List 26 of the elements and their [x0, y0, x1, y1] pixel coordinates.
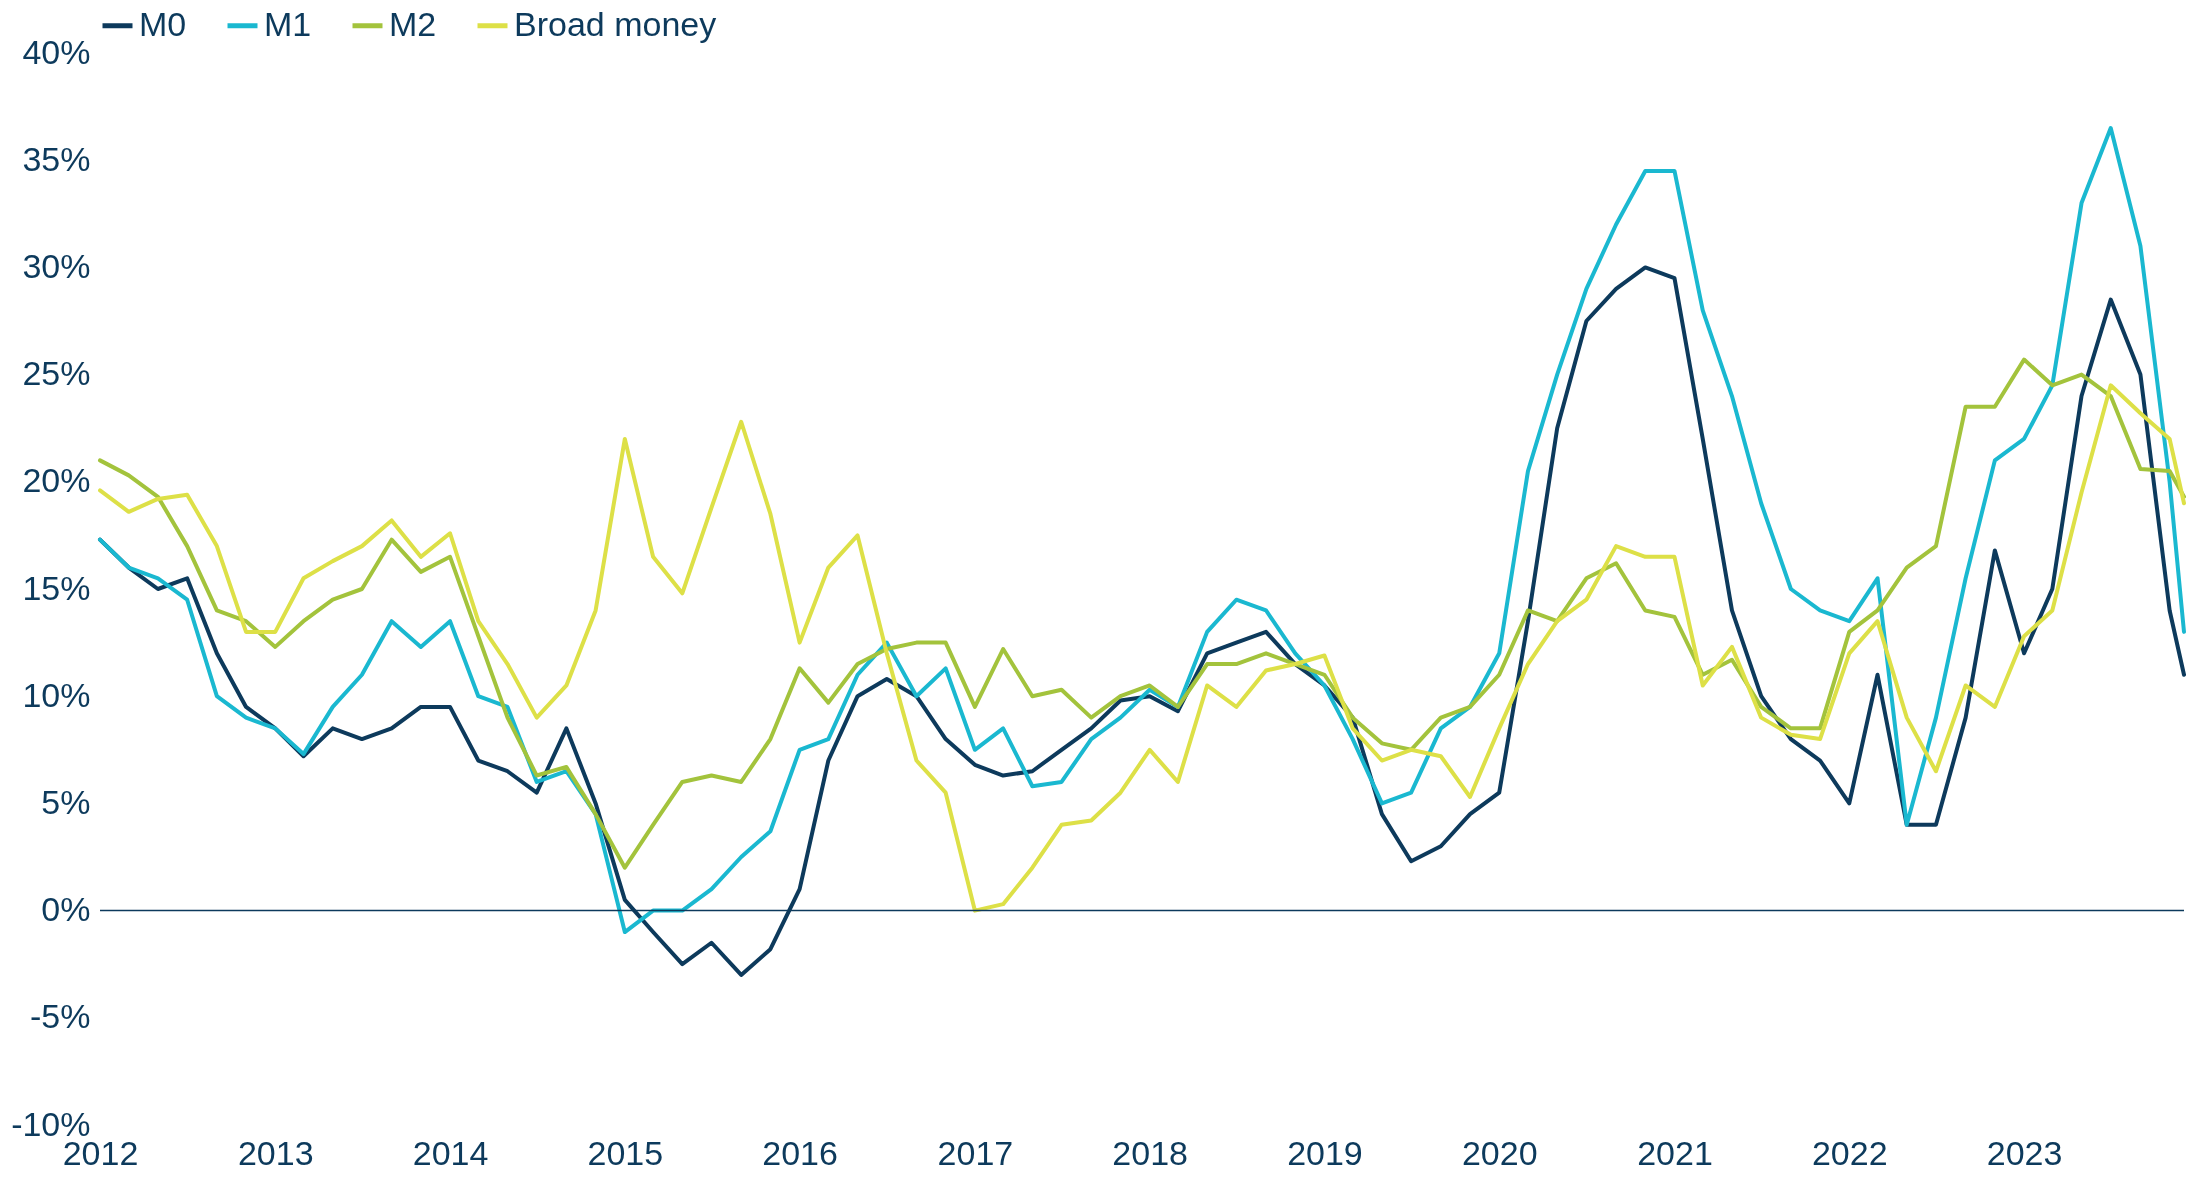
legend-label: M0: [139, 4, 187, 43]
y-tick-label: 25%: [22, 354, 91, 393]
line-series: [98, 126, 2186, 935]
x-tick-label: 2015: [587, 1133, 664, 1172]
y-tick-label: 30%: [22, 246, 91, 285]
legend-label: M1: [264, 4, 312, 43]
legend-label: Broad money: [514, 4, 717, 43]
y-tick-label: 20%: [22, 461, 91, 500]
x-tick-label: 2017: [937, 1133, 1014, 1172]
legend-label: M2: [389, 4, 437, 43]
x-tick-label: 2020: [1461, 1133, 1538, 1172]
y-tick-label: 5%: [41, 782, 91, 821]
y-tick-label: 10%: [22, 675, 91, 714]
x-tick-label: 2013: [237, 1133, 314, 1172]
y-tick-label: 15%: [22, 568, 91, 607]
x-tick-label: 2022: [1811, 1133, 1888, 1172]
x-tick-label: 2016: [762, 1133, 838, 1172]
y-tick-label: 35%: [22, 139, 91, 178]
x-tick-label: 2023: [1986, 1133, 2063, 1172]
x-tick-label: 2018: [1112, 1133, 1188, 1172]
y-tick-label: -5%: [30, 997, 91, 1036]
x-tick-label: 2019: [1287, 1133, 1363, 1172]
y-tick-label: 40%: [22, 32, 91, 71]
y-tick-label: 0%: [41, 890, 91, 929]
x-tick-label: 2014: [412, 1133, 489, 1172]
x-tick-label: 2021: [1637, 1133, 1713, 1172]
